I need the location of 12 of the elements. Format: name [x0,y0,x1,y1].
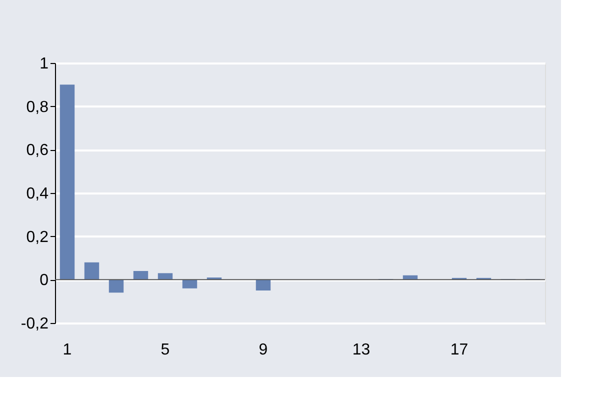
y-tick-label: 1 [40,56,49,72]
y-tick-label: 0,6 [26,142,49,160]
y-tick-label: 0 [40,272,49,290]
x-tick-label: 1 [62,342,72,358]
x-tick-label: 13 [352,342,370,358]
y-tick-label: -0,2 [20,316,49,332]
y-tick-label: 0,8 [26,98,49,116]
x-tick-label: 9 [258,342,268,358]
y-tick-label: 0,4 [26,186,49,202]
x-tick-label: 5 [160,342,170,358]
x-tick-label: 17 [450,342,468,358]
y-tick-label: 0,2 [26,228,49,246]
